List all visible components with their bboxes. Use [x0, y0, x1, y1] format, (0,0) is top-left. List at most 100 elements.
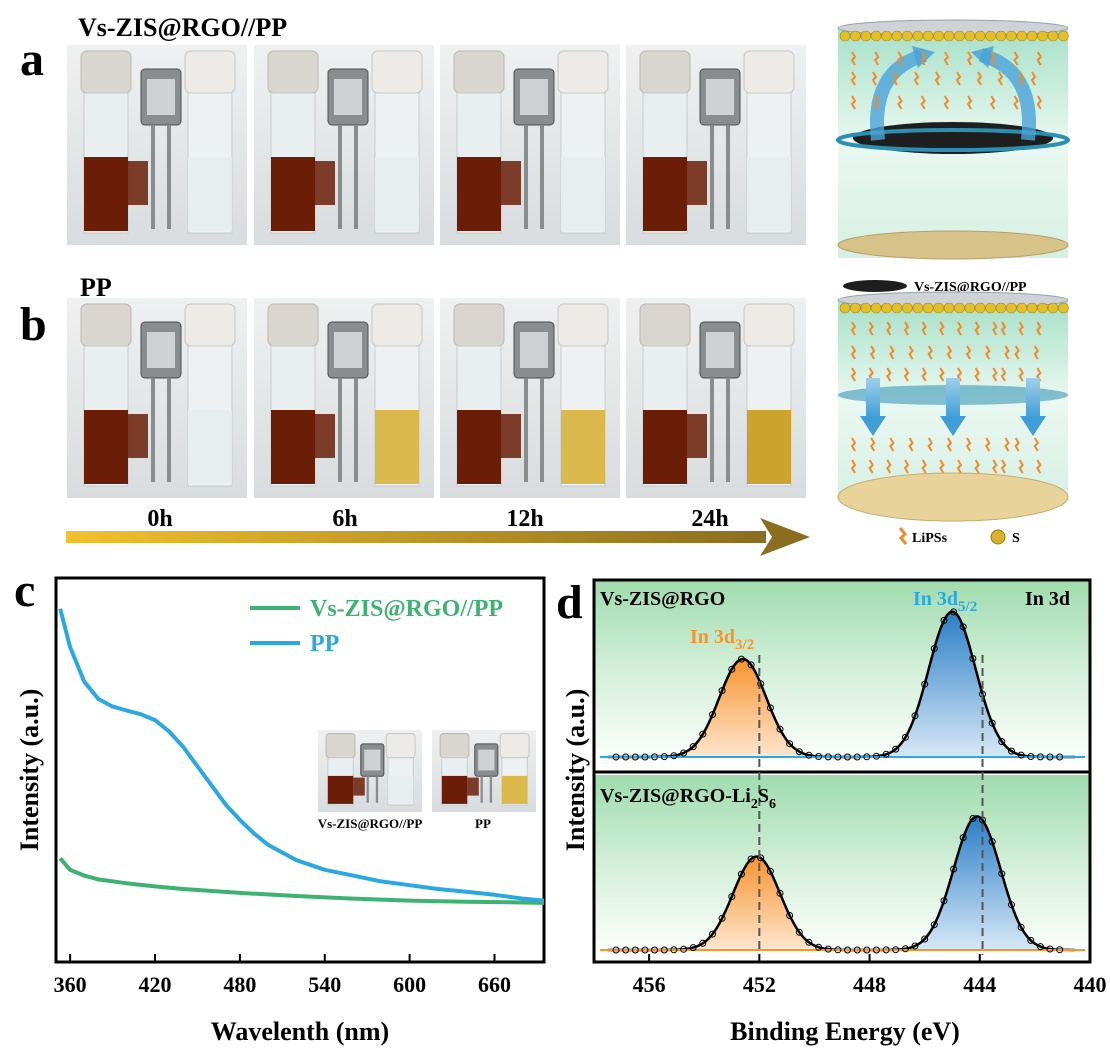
- xps-point: [660, 753, 668, 761]
- xps-point: [757, 854, 765, 862]
- xps-x-axis-title: Binding Energy (eV): [730, 1017, 960, 1046]
- uv-legend-pp: PP: [310, 631, 339, 657]
- photo-b-2: [440, 298, 620, 498]
- xps-point: [699, 939, 707, 947]
- xps-point: [1027, 753, 1035, 760]
- inset-photo-pp: [432, 730, 536, 812]
- legend-s: S: [1012, 531, 1020, 546]
- xps-point: [718, 914, 726, 922]
- xps-point: [718, 687, 726, 695]
- xps-point: [622, 946, 630, 954]
- panel-c-letter: c: [14, 564, 35, 617]
- xps-point: [631, 753, 639, 761]
- uv-series-1: [58, 608, 544, 903]
- xps-point: [1046, 945, 1054, 953]
- xps-point: [651, 753, 659, 761]
- xps-point: [737, 655, 745, 663]
- xps-point: [1017, 923, 1025, 931]
- xps-point: [998, 738, 1006, 746]
- xps-point: [689, 743, 697, 751]
- inset-photo-vs-zis: [318, 730, 422, 812]
- xps-point: [882, 946, 890, 954]
- xps-point: [670, 752, 678, 760]
- time-arrow: [66, 518, 810, 556]
- xps-point: [1027, 936, 1035, 944]
- xps-point: [940, 897, 948, 905]
- xps-point: [680, 945, 688, 953]
- xps-point: [1008, 747, 1015, 755]
- xps-point: [834, 753, 842, 761]
- xps-corner-label: In 3d: [1025, 588, 1070, 610]
- xps-point: [795, 748, 803, 756]
- xps-point: [930, 645, 938, 652]
- sulfur-row-top: [839, 30, 1069, 42]
- uv-x-tick-label: 420: [139, 972, 172, 997]
- xps-point: [1056, 753, 1064, 761]
- time-label-0h: 0h: [147, 506, 172, 532]
- photo-row-vs-zis: [67, 45, 806, 245]
- xps-point: [651, 946, 659, 954]
- xps-point: [950, 865, 958, 873]
- xps-point: [853, 753, 861, 761]
- xps-point: [969, 815, 977, 822]
- xps-x-tick-label: 440: [1074, 972, 1107, 997]
- xps-point: [709, 711, 716, 719]
- lipss-top: [850, 51, 1043, 110]
- xps-point: [747, 855, 755, 863]
- xps-point: [863, 753, 871, 761]
- separator-legend-label: Vs-ZIS@RGO//PP: [914, 280, 1027, 295]
- xps-point: [776, 889, 784, 897]
- uv-legend: Vs-ZIS@RGO//PP PP: [250, 596, 503, 657]
- panel-b-letter: b: [20, 298, 47, 351]
- xps-x-tick-label: 448: [853, 972, 886, 997]
- photo-b-3: [626, 298, 806, 498]
- xps-top-sample-label: Vs-ZIS@RGO: [600, 588, 725, 610]
- xps-x-tick-label: 444: [963, 972, 996, 997]
- xps-point: [1046, 753, 1054, 761]
- xps-point: [766, 867, 774, 875]
- xps-point: [660, 946, 668, 954]
- xps-point: [1036, 753, 1044, 761]
- xps-bottom-sample-label: Vs-ZIS@RGO-Li2S6: [600, 785, 776, 812]
- xps-peak-label-3d32: In 3d3/2: [690, 626, 754, 653]
- xps-point: [631, 946, 639, 954]
- xps-point: [786, 740, 794, 748]
- xps-point: [988, 838, 996, 846]
- shuttle-arrows: [860, 378, 1046, 436]
- xps-peak-fill-1-1: [888, 816, 1063, 950]
- xps-point: [940, 616, 948, 624]
- xps-x-tick-label: 456: [633, 972, 666, 997]
- xps-point: [1017, 751, 1025, 759]
- xps-top-background: [594, 580, 1090, 769]
- photo-a-3: [626, 45, 806, 245]
- uv-x-tick-label: 660: [478, 972, 511, 997]
- schematic-shuttle-blocked: [836, 19, 1070, 260]
- photo-b-1: [254, 298, 434, 498]
- xps-point: [1036, 943, 1044, 951]
- xps-point: [998, 870, 1006, 878]
- photo-row-pp: [67, 298, 806, 498]
- uv-legend-vs-zis: Vs-ZIS@RGO//PP: [310, 596, 503, 622]
- schematic-legend: LiPSs S: [898, 527, 1020, 546]
- xps-point: [805, 751, 813, 759]
- xps-peak-fill-1-0: [668, 856, 842, 950]
- xps-point: [699, 730, 707, 738]
- xps-point: [824, 945, 832, 953]
- xps-point: [872, 946, 880, 954]
- xps-point: [988, 719, 996, 727]
- separator-legend: Vs-ZIS@RGO//PP: [843, 280, 1027, 295]
- xps-point: [612, 753, 620, 761]
- uv-y-axis-title: Intensity (a.u.): [15, 689, 44, 852]
- xps-point: [872, 752, 880, 760]
- sulfur-row-bottom: [839, 302, 1069, 314]
- xps-point: [892, 745, 900, 753]
- xps-y-axis-title: Intensity (a.u.): [561, 689, 590, 852]
- xps-point: [1008, 901, 1015, 909]
- xps-point: [689, 944, 697, 952]
- xps-x-tick-label: 452: [743, 972, 776, 997]
- schematic-shuttle-open: [837, 291, 1069, 522]
- legend-lipss: LiPSs: [912, 531, 948, 546]
- xps-point: [786, 912, 794, 919]
- xps-point: [844, 946, 851, 954]
- xps-point: [641, 753, 649, 761]
